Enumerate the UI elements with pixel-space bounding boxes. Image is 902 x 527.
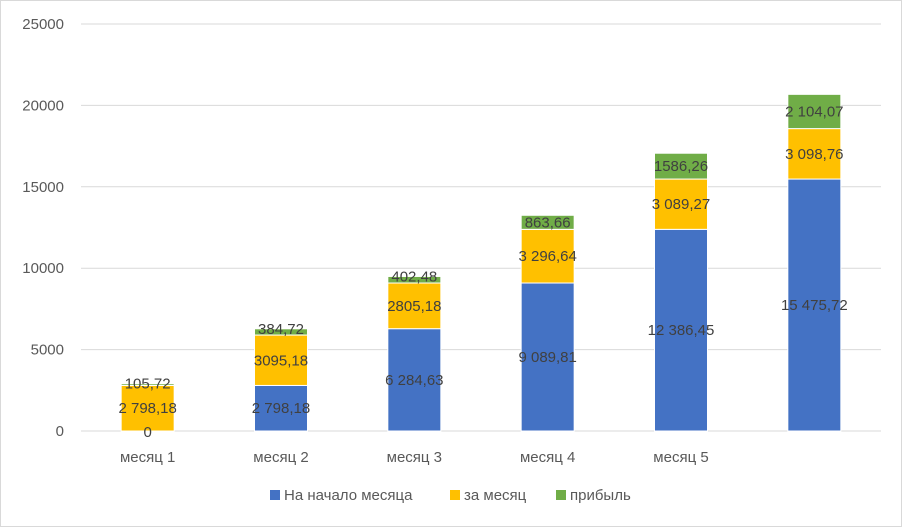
data-label: 105,72 — [125, 376, 171, 393]
legend-label: за месяц — [464, 487, 527, 504]
legend: На начало месяца за месяц прибыль — [270, 487, 631, 504]
data-label: 2 798,18 — [252, 400, 310, 417]
data-label: 2 798,18 — [118, 400, 176, 417]
data-label: 1586,26 — [654, 158, 708, 175]
data-label: 0 — [143, 424, 151, 441]
data-label: 863,66 — [525, 214, 571, 231]
bar-segment — [120, 384, 175, 432]
data-label: 2 104,07 — [785, 103, 843, 120]
x-category-label: месяц 4 — [520, 449, 575, 466]
bar-segment — [654, 178, 708, 230]
bar-segment — [654, 228, 708, 432]
bar-segment — [787, 178, 842, 432]
data-label: 12 386,45 — [648, 322, 715, 339]
legend-swatch — [450, 490, 460, 500]
data-label: 3 296,64 — [518, 248, 576, 265]
y-tick-label: 5000 — [31, 342, 64, 359]
legend-swatch — [270, 490, 280, 500]
x-category-label: месяц 1 — [120, 449, 175, 466]
y-tick-label: 25000 — [22, 16, 64, 33]
data-label: 3095,18 — [254, 352, 308, 369]
x-category-label: месяц 3 — [387, 449, 442, 466]
bar-segment — [254, 328, 308, 336]
data-label: 3 098,76 — [785, 146, 843, 163]
y-tick-label: 15000 — [22, 179, 64, 196]
gridlines — [81, 23, 881, 432]
x-axis-categories: месяц 1 месяц 2 месяц 3 месяц 4 месяц 5 — [120, 449, 709, 466]
legend-swatch — [556, 490, 566, 500]
y-tick-label: 0 — [56, 423, 64, 440]
y-tick-label: 20000 — [22, 97, 64, 114]
x-category-label: месяц 2 — [253, 449, 308, 466]
bar-segment — [120, 383, 175, 386]
bar-segment — [254, 384, 308, 432]
bars — [120, 93, 842, 432]
data-label: 384,72 — [258, 321, 304, 338]
data-label: 3 089,27 — [652, 196, 710, 213]
x-category-label: месяц 5 — [653, 449, 708, 466]
y-axis-ticks: 0 5000 10000 15000 20000 25000 — [22, 16, 64, 440]
data-label: 15 475,72 — [781, 297, 848, 314]
data-label: 2805,18 — [387, 298, 441, 315]
legend-label: прибыль — [570, 487, 631, 504]
legend-label: На начало месяца — [284, 487, 413, 504]
data-labels: 0 2 798,18 105,72 2 798,18 3095,18 384,72 6 28… — [118, 103, 847, 441]
data-label: 9 089,81 — [518, 349, 576, 366]
bar-segment — [787, 93, 842, 130]
data-label: 402,48 — [391, 268, 437, 285]
bar-segment — [654, 152, 708, 180]
y-tick-label: 10000 — [22, 260, 64, 277]
bar-segment — [787, 128, 842, 180]
data-label: 6 284,63 — [385, 372, 443, 389]
bar-segment — [387, 275, 442, 284]
bar-segment — [520, 214, 575, 230]
